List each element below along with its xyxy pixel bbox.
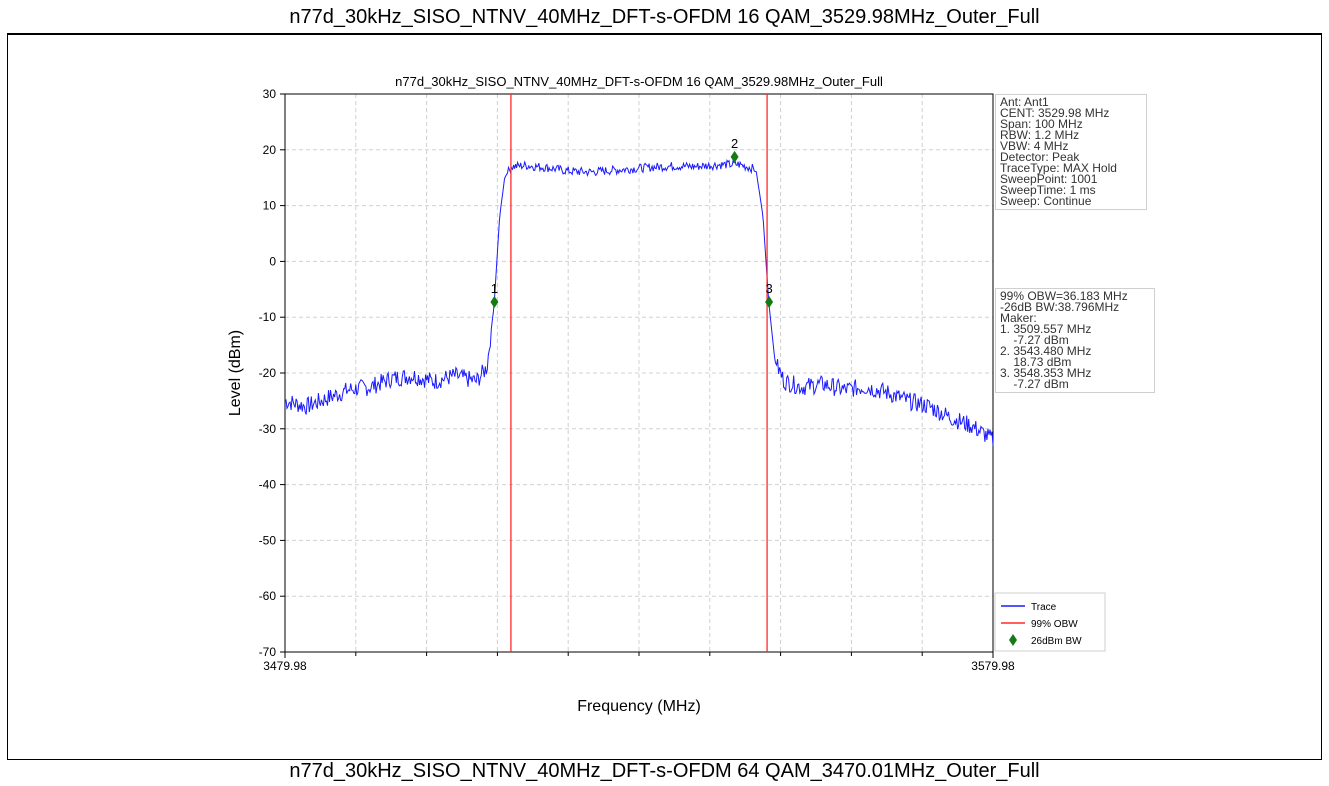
legend-entry: 99% OBW [1031, 619, 1078, 630]
marker-diamond [765, 295, 774, 308]
marker-label: 1 [491, 281, 498, 296]
y-tick-label: -40 [259, 478, 277, 492]
trace-line [284, 159, 994, 446]
y-axis-label: Level (dBm) [227, 330, 244, 416]
settings-line: SweepPoint: 1001 [1000, 172, 1098, 186]
y-tick-label: 20 [263, 143, 277, 157]
bottom-caption: n77d_30kHz_SISO_NTNV_40MHz_DFT-s-OFDM 64… [289, 760, 1040, 782]
result-line: 18.73 dBm [1000, 355, 1072, 369]
x-tick-label: 3579.98 [971, 659, 1015, 673]
marker-diamond [490, 295, 499, 308]
result-line: -7.27 dBm [1000, 377, 1069, 391]
x-axis-label: Frequency (MHz) [577, 698, 701, 715]
result-line: -7.27 dBm [1000, 333, 1069, 347]
results-panel: 99% OBW=36.183 MHz -26dB BW:38.796MHz Make… [995, 288, 1155, 393]
result-line: 3. 3548.353 MHz [1000, 366, 1092, 380]
marker-diamond [730, 150, 739, 163]
marker-label: 3 [765, 281, 772, 296]
result-line: 2. 3543.480 MHz [1000, 344, 1092, 358]
y-tick-label: -70 [259, 645, 277, 659]
settings-line: Span: 100 MHz [1000, 117, 1083, 131]
y-tick-label: 10 [263, 199, 277, 213]
marker-label: 2 [731, 136, 738, 151]
result-line: -26dB BW:38.796MHz [1000, 300, 1120, 314]
legend-entry: Trace [1031, 602, 1057, 613]
y-tick-label: 30 [263, 87, 277, 101]
legend-swatch-marker [1009, 634, 1017, 646]
settings-line: Detector: Peak [1000, 150, 1080, 164]
bottom-rule [7, 759, 1322, 760]
y-tick-label: -50 [259, 533, 277, 547]
result-line: Maker: [1000, 311, 1037, 325]
chart-title: n77d_30kHz_SISO_NTNV_40MHz_DFT-s-OFDM 16… [395, 74, 883, 89]
top-rule [7, 33, 1322, 34]
settings-line: Sweep: Continue [1000, 194, 1092, 208]
settings-line: TraceType: MAX Hold [1000, 161, 1117, 175]
settings-line: VBW: 4 MHz [1000, 139, 1069, 153]
y-tick-label: -20 [259, 366, 277, 380]
y-tick-label: -30 [259, 422, 277, 436]
settings-line: CENT: 3529.98 MHz [1000, 106, 1110, 120]
x-tick-label: 3479.98 [263, 659, 307, 673]
y-tick-label: -10 [259, 310, 277, 324]
top-caption: n77d_30kHz_SISO_NTNV_40MHz_DFT-s-OFDM 16… [289, 5, 1040, 28]
result-line: 1. 3509.557 MHz [1000, 322, 1092, 336]
figure-frame [7, 34, 1322, 760]
settings-panel: Ant: Ant1 CENT: 3529.98 MHz Span: 100 MHz R… [995, 94, 1147, 210]
settings-line: SweepTime: 1 ms [1000, 183, 1096, 197]
result-line: 99% OBW=36.183 MHz [1000, 289, 1128, 303]
settings-line: RBW: 1.2 MHz [1000, 128, 1080, 142]
settings-line: Ant: Ant1 [1000, 95, 1049, 109]
y-tick-label: 0 [269, 254, 276, 268]
y-tick-label: -60 [259, 589, 277, 603]
legend-entry: 26dBm BW [1031, 636, 1082, 647]
